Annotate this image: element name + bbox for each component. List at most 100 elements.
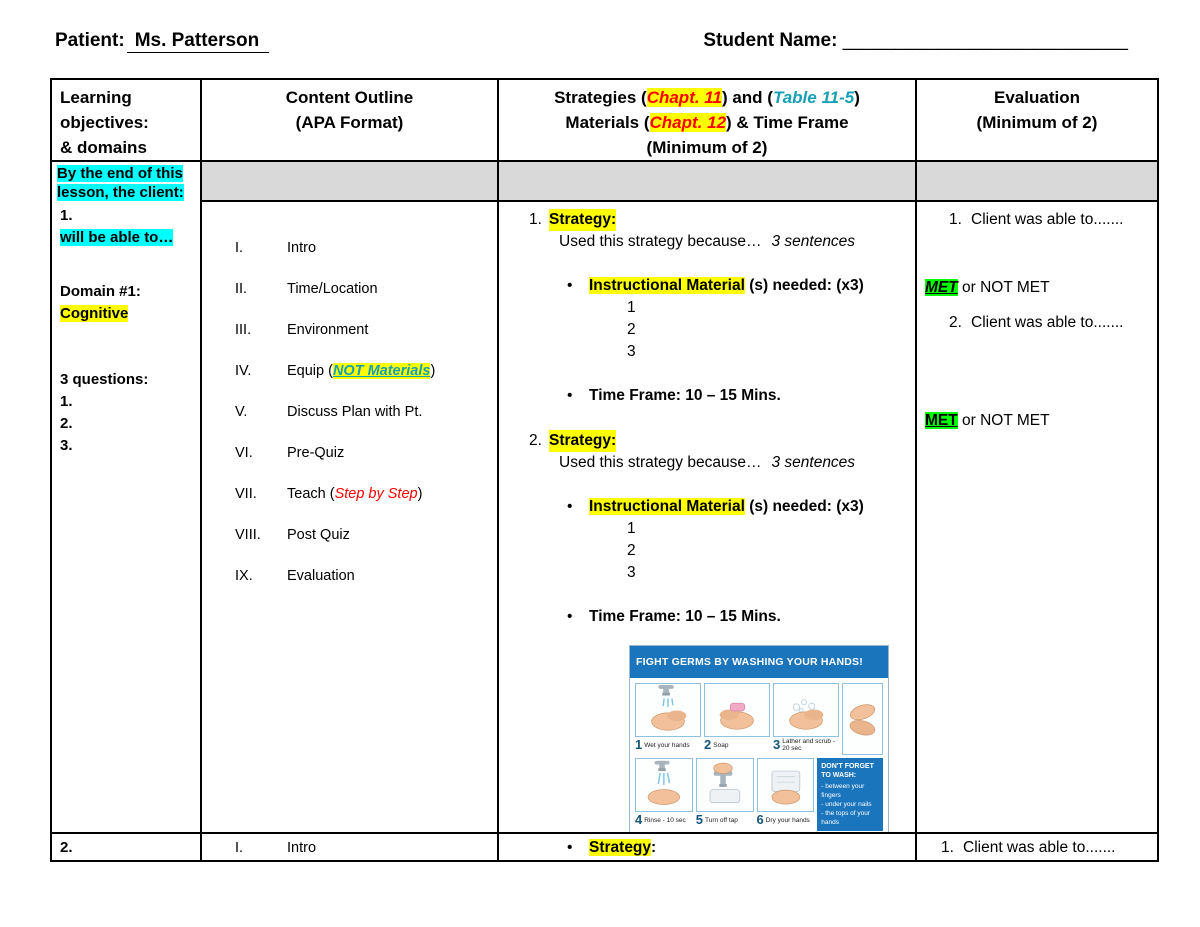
outline-item: V. Discuss Plan with Pt.: [235, 401, 491, 423]
step-caption: 3 Lather and scrub - 20 sec: [773, 737, 839, 753]
step-number: 5: [695, 812, 703, 827]
outline-text: Time/Location: [287, 281, 378, 297]
strategies-header-line2: Materials (Chapt. 12) & Time Frame: [499, 110, 915, 135]
question-number-1: 1.: [60, 393, 73, 410]
reason-italic: 3 sentences: [771, 233, 856, 250]
materials-header-text: Materials (: [565, 113, 650, 132]
note-title: DON'T FORGET TO WASH:: [821, 763, 874, 779]
evaluation-item: 1. Client was able to.......: [941, 837, 1157, 859]
bullet-icon: [567, 385, 589, 407]
outline-text: Intro: [287, 240, 317, 256]
time-frame-text: Time Frame: 10 – 15 Mins.: [589, 387, 781, 404]
outline-numeral: V.: [235, 404, 248, 420]
evaluation-item-1: 1. Client was able to.......: [949, 209, 1149, 231]
student-line: Student Name: __________________________…: [703, 30, 1128, 52]
question-number-3: 3.: [60, 437, 73, 454]
poster-step-4: 4 Rinse - 10 sec: [635, 758, 693, 831]
materials-rest: (s) needed: (x3): [744, 498, 864, 515]
tap-off-icon: [709, 762, 740, 804]
reason-italic: 3 sentences: [771, 454, 856, 471]
strategy-number: 1.: [529, 211, 542, 228]
outline-text: Environment: [287, 322, 369, 338]
strategy-1-heading: 1. Strategy:: [529, 209, 907, 231]
outline-numeral: IV.: [235, 363, 252, 379]
strategy-2-heading: 2. Strategy:: [529, 430, 907, 452]
or-not-met-text: or NOT MET: [957, 412, 1050, 429]
lather-hands-icon: [789, 699, 824, 730]
strategy-label: Strategy:: [549, 209, 617, 231]
materials-header-text: ) & Time Frame: [726, 113, 849, 132]
towel-hands-icon: [771, 770, 800, 805]
material-slot-1: 1: [627, 520, 636, 537]
outline-numeral: IX.: [235, 568, 253, 584]
strategies-header-line3: (Minimum of 2): [646, 138, 768, 157]
domain-value-line: Cognitive: [60, 303, 192, 325]
material-slot-2: 2: [627, 321, 636, 338]
step-label: Rinse - 10 sec: [644, 816, 686, 824]
poster-row-1: 1 Wet your hands 2 Soap: [635, 683, 883, 755]
outline-numeral: III.: [235, 322, 252, 338]
step-number: 1: [635, 737, 643, 752]
strategy-2-row-cell: Strategy:: [499, 834, 917, 860]
bullet-icon: [567, 275, 589, 297]
poster-step-1: 1 Wet your hands: [635, 683, 702, 755]
strategy-label: Strategy:: [549, 430, 617, 452]
outline-text: Discuss Plan with Pt.: [287, 404, 423, 420]
strategies-cell: 1. Strategy: Used this strategy because… 3…: [499, 202, 917, 834]
chapt-11-ref: Chapt. 11: [646, 88, 722, 107]
objective-2-cell: 2.: [52, 834, 202, 860]
timeframe-bullet: Time Frame: 10 – 15 Mins.: [567, 606, 907, 628]
scrub-hands-image: [842, 683, 883, 755]
materials-bullet: Instructional Material (s) needed: (x3): [567, 275, 907, 297]
student-name-blank: ___________________________: [842, 30, 1128, 51]
met-highlight: MET: [925, 279, 958, 296]
objectives-cell: 1. will be able to… Domain #1: Cognitive…: [52, 202, 202, 834]
learning-objectives-header-text: Learning objectives: & domains: [60, 88, 149, 157]
objective-number: 1.: [60, 207, 73, 224]
met-line-2: MET or NOT MET: [925, 410, 1149, 432]
lather-image: [773, 683, 840, 737]
step-caption: 5 Turn off tap: [696, 812, 754, 828]
strategy-bullet: Strategy:: [567, 837, 915, 859]
col-header-learning-objectives: Learning objectives: & domains: [52, 80, 202, 162]
poster-step-3: 3 Lather and scrub - 20 sec: [773, 683, 840, 755]
note-item: - the tops of your hands: [821, 810, 871, 826]
evaluation-2-row-cell: 1. Client was able to.......: [917, 834, 1157, 860]
step-number: 4: [635, 812, 643, 827]
bullet-icon: [567, 496, 589, 518]
outline-text-post: ): [417, 486, 423, 502]
bullet-icon: [567, 606, 589, 628]
document-header: Patient: Ms. Patterson Student Name: ____…: [55, 30, 1128, 53]
strategies-header-text: Strategies (: [554, 88, 647, 107]
band-objectives-lead: By the end of this lesson, the client:: [52, 162, 202, 202]
bullet-icon: [567, 837, 589, 859]
patient-name: Ms. Patterson: [126, 30, 270, 53]
outline-item: II. Time/Location: [235, 278, 491, 300]
lesson-plan-table: Learning objectives: & domains Content O…: [50, 78, 1159, 862]
outline-item: IX. Evaluation: [235, 565, 491, 587]
evaluation-number: 1.: [941, 839, 954, 856]
band-gray-content-outline: [202, 162, 499, 202]
step-label: Lather and scrub - 20 sec: [782, 738, 836, 752]
met-line-1: MET or NOT MET: [925, 277, 1149, 299]
time-frame-text: Time Frame: 10 – 15 Mins.: [589, 608, 781, 625]
outline-numeral: VIII.: [235, 527, 261, 543]
strategies-header-text: ): [854, 88, 860, 107]
faucet-hands-icon: [651, 684, 687, 731]
step-number: 6: [756, 812, 764, 827]
outline-numeral: VII.: [235, 486, 257, 502]
outline-numeral: II.: [235, 281, 248, 297]
outline-text-pre: Equip (: [287, 363, 333, 379]
soap-hands-icon: [719, 702, 754, 730]
step-by-step-text: Step by Step: [334, 486, 418, 502]
evaluation-number: 2.: [949, 314, 962, 331]
strategy-label: Strategy: [589, 839, 652, 856]
patient-line: Patient: Ms. Patterson: [55, 30, 270, 53]
poster-step-2: 2 Soap: [704, 683, 771, 755]
strategy-2-reason: Used this strategy because… 3 sentences: [559, 452, 907, 474]
content-outline-header-text: Content Outline (APA Format): [285, 88, 414, 132]
questions-label: 3 questions:: [60, 371, 149, 388]
evaluation-text: Client was able to.......: [971, 211, 1124, 228]
strategy-block-2: 2. Strategy: Used this strategy because… 3…: [529, 430, 907, 628]
dry-hands-image: [756, 758, 815, 812]
